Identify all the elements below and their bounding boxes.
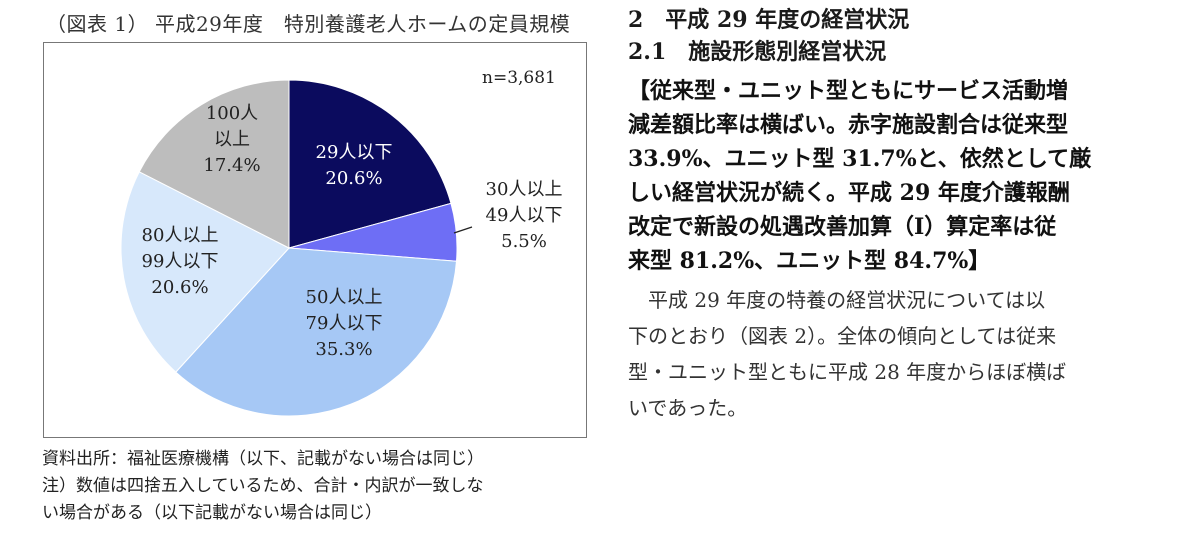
summary-line: 【従来型・ユニット型ともにサービス活動増 [628,78,1069,104]
pie-chart-frame: 29人以下 20.6% 30人以上 49人以下 5.5% 50人以上 79人以下 35.3% 8… [43,42,587,438]
figure-title: （図表 1） 平成29年度 特別養護老人ホームの定員規模 [46,12,571,36]
report-text-column: 2 平成 29 年度の経営状況 2.1 施設形態別経営状況 【従来型・ユニット型… [628,4,1188,426]
pie-slice [138,79,290,249]
section-heading: 2 平成 29 年度の経営状況 [628,7,910,33]
summary-line: 33.9%、ユニット型 31.7%と、依然として厳 [628,146,1092,172]
summary-line: しい経営状況が続く。平成 29 年度介護報酬 [628,180,1070,206]
body-line: 平成 29 年度の特養の経営状況については以 [628,288,1046,312]
summary-line: 改定で新設の処遇改善加算（Ⅰ）算定率は従 [628,214,1057,240]
note-line: 注）数値は四捨五入しているため、合計・内訳が一致しな [42,476,484,496]
pie-slice [288,79,452,249]
slice-label: 80人以上 99人以下 20.6% [142,225,219,298]
slice-label: 29人以下 20.6% [316,142,393,189]
leader-line [453,226,473,234]
summary-line: 来型 81.2%、ユニット型 84.7%】 [628,248,991,274]
slice-label: 50人以上 79人以下 35.3% [306,287,383,360]
note-line: い場合がある（以下記載がない場合は同じ） [42,503,382,523]
summary-box: 【従来型・ユニット型ともにサービス活動増 減差額比率は横ばい。赤字施設割合は従来… [628,74,1188,278]
pie-slice [175,247,458,417]
subsection-heading: 2.1 施設形態別経営状況 [628,39,887,65]
body-line: 型・ユニット型ともに平成 28 年度からほぼ横ば [628,360,1067,384]
source-notes: 資料出所：福祉医療機構（以下、記載がない場合は同じ） 注）数値は四捨五入している… [42,446,592,527]
body-line: 下のとおり（図表 2）。全体の傾向としては従来 [628,324,1057,348]
sample-size-label: n=3,681 [482,68,556,88]
slice-label: 100人以上 17.4% [203,103,260,176]
summary-line: 減差額比率は横ばい。赤字施設割合は従来型 [628,112,1069,138]
body-line: いであった。 [628,396,748,420]
slice-label: 30人以上 49人以下 5.5% [486,179,563,252]
body-paragraph: 平成 29 年度の特養の経営状況については以 下のとおり（図表 2）。全体の傾向… [628,282,1188,426]
pie-chart: 29人以下 20.6% 30人以上 49人以下 5.5% 50人以上 79人以下 35.3% 8… [120,68,563,417]
pie-slice [120,171,290,373]
source-line: 資料出所：福祉医療機構（以下、記載がない場合は同じ） [42,449,484,469]
